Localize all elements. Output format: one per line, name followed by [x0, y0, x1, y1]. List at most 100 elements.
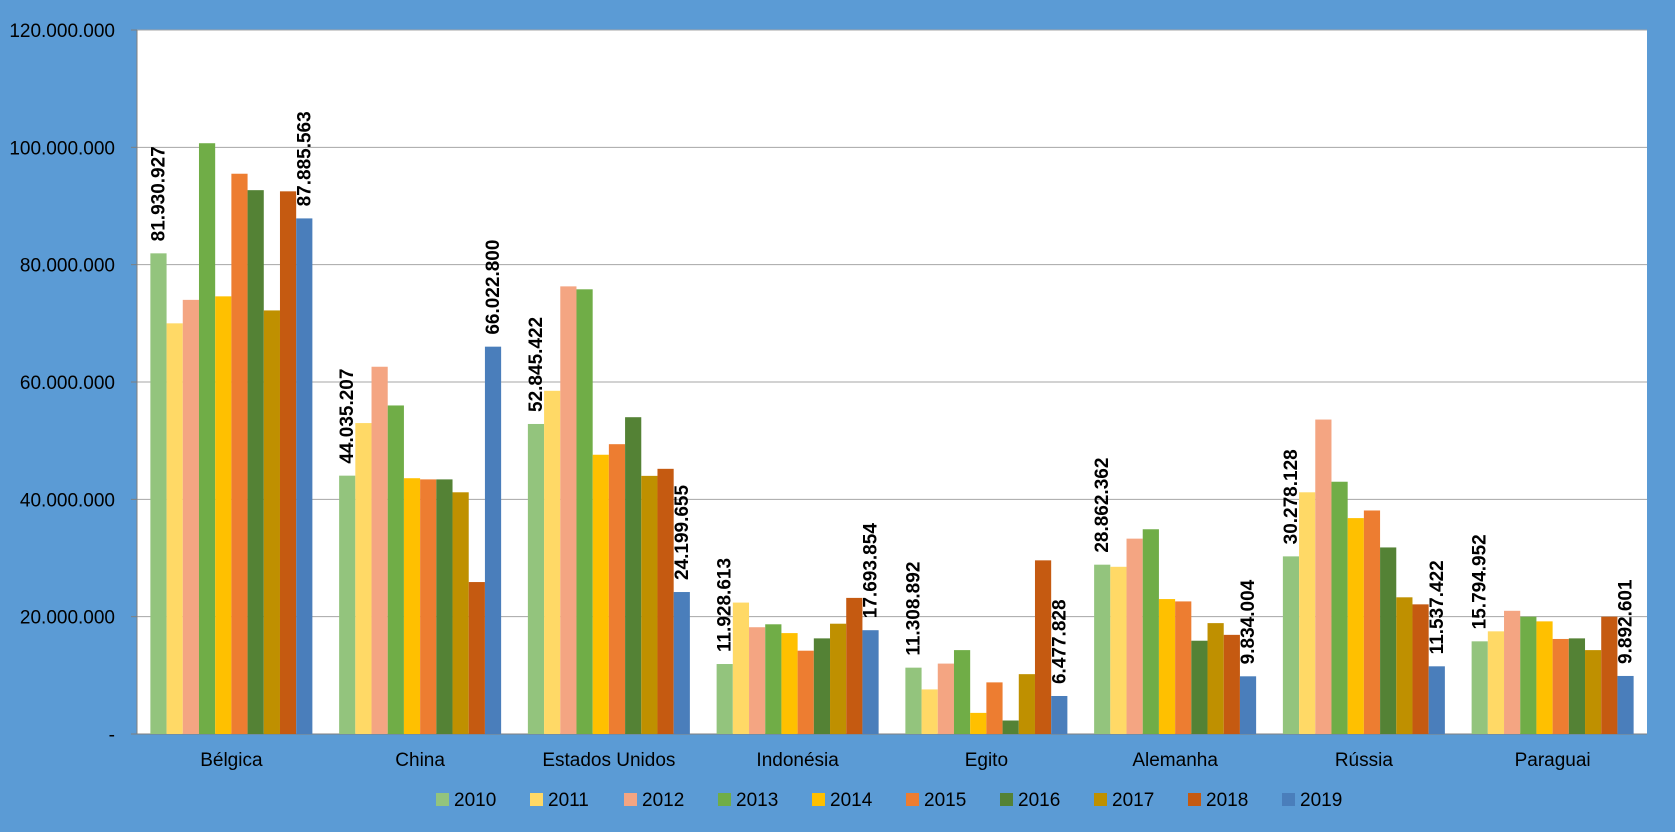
bar-2012-3 — [749, 627, 766, 734]
bar-2013-7 — [1520, 616, 1537, 734]
category-label: Alemanha — [1132, 750, 1218, 771]
bar-2014-4 — [970, 712, 987, 734]
category-label: China — [395, 750, 445, 771]
legend-label-2015: 2015 — [924, 790, 966, 811]
data-label-2010-0: 81.930.927 — [148, 146, 169, 241]
bar-2015-3 — [797, 650, 814, 734]
bar-2015-6 — [1363, 510, 1381, 734]
bar-2016-2 — [625, 417, 642, 734]
legend-label-2017: 2017 — [1112, 790, 1154, 811]
bar-2019-2 — [673, 592, 690, 734]
bar-2011-3 — [732, 602, 750, 734]
bar-2012-2 — [560, 286, 577, 734]
bar-2014-6 — [1347, 518, 1364, 734]
legend-swatch-2016 — [1000, 793, 1013, 806]
data-label-2019-1: 66.022.800 — [483, 240, 504, 335]
bar-2016-6 — [1380, 547, 1397, 734]
legend-label-2019: 2019 — [1300, 790, 1342, 811]
data-label-2019-6: 11.537.422 — [1427, 560, 1448, 654]
bar-2016-3 — [813, 638, 831, 734]
bar-2019-7 — [1617, 675, 1634, 734]
y-axis-ticks: - 20.000.000 40.000.000 60.000.000 80.000.00… — [9, 21, 1647, 746]
bar-2013-3 — [765, 624, 782, 734]
data-label-2019-3: 17.693.854 — [861, 523, 882, 619]
bar-2018-0 — [279, 191, 297, 735]
legend-label-2016: 2016 — [1018, 790, 1060, 811]
data-label-2019-0: 87.885.563 — [294, 111, 315, 206]
legend-label-2013: 2013 — [736, 790, 778, 811]
bar-2016-7 — [1568, 638, 1586, 734]
category-label: Paraguai — [1515, 750, 1591, 771]
data-label-2019-4: 6.477.828 — [1049, 599, 1070, 684]
bar-2010-0 — [150, 253, 167, 734]
y-tick-label: 120.000.000 — [9, 21, 115, 42]
bar-2015-1 — [420, 479, 437, 734]
bars — [150, 143, 1634, 735]
x-axis-categories: Bélgica China Estados Unidos Indonésia Egito… — [200, 750, 1590, 771]
bar-2013-6 — [1331, 481, 1348, 734]
data-label-2019-2: 24.199.655 — [672, 485, 693, 581]
data-label-2010-4: 11.308.892 — [903, 562, 924, 656]
bar-2017-2 — [641, 475, 658, 734]
bar-2014-2 — [592, 454, 609, 734]
bar-2011-1 — [355, 423, 372, 734]
data-label-2010-1: 44.035.207 — [337, 369, 358, 464]
bar-2019-5 — [1239, 676, 1257, 734]
legend-label-2012: 2012 — [642, 790, 684, 811]
data-label-2019-5: 9.834.004 — [1238, 579, 1259, 664]
legend-swatch-2013 — [718, 793, 731, 806]
legend-label-2014: 2014 — [830, 790, 873, 811]
bar-2018-5 — [1223, 634, 1240, 734]
bar-2012-4 — [937, 663, 954, 734]
bar-2018-6 — [1412, 604, 1429, 734]
bar-2018-1 — [468, 582, 485, 734]
legend-swatch-2014 — [812, 793, 825, 806]
bar-2011-0 — [166, 323, 183, 734]
legend-swatch-2011 — [530, 793, 543, 806]
bar-2011-4 — [921, 689, 938, 734]
bar-2010-3 — [716, 664, 733, 734]
bar-2012-1 — [371, 366, 388, 734]
bar-2010-7 — [1471, 641, 1488, 734]
bar-2016-4 — [1002, 720, 1019, 734]
bar-2013-1 — [387, 405, 404, 734]
bar-2015-4 — [986, 682, 1003, 734]
category-label: Indonésia — [756, 750, 839, 771]
bar-2010-2 — [527, 423, 545, 734]
bar-2019-4 — [1051, 695, 1068, 734]
bar-2018-3 — [846, 597, 863, 734]
category-label: Egito — [965, 750, 1008, 771]
bar-2017-7 — [1585, 650, 1602, 734]
legend-swatch-2015 — [906, 793, 919, 806]
bar-2013-0 — [198, 143, 216, 734]
legend-label-2018: 2018 — [1206, 790, 1248, 811]
legend: 2010 2011 2012 2013 2014 2015 2016 2017 2018 2019 — [436, 790, 1342, 811]
bar-2015-7 — [1552, 638, 1569, 734]
data-label-2010-7: 15.794.952 — [1470, 534, 1491, 629]
bar-2017-1 — [452, 492, 469, 734]
y-tick-label: 80.000.000 — [20, 256, 115, 277]
bar-2017-0 — [263, 310, 280, 734]
bar-2014-7 — [1536, 621, 1553, 734]
bar-2015-0 — [231, 173, 248, 734]
bar-2012-6 — [1315, 419, 1332, 734]
bar-2015-5 — [1175, 601, 1192, 734]
bar-2016-5 — [1191, 640, 1208, 734]
legend-swatch-2012 — [624, 793, 637, 806]
bar-2019-0 — [296, 218, 313, 735]
bar-2016-1 — [436, 479, 453, 734]
data-label-2010-5: 28.862.362 — [1092, 458, 1113, 553]
y-tick-label: 20.000.000 — [20, 608, 115, 629]
bar-2019-1 — [484, 346, 502, 734]
data-labels: 81.930.927 87.885.563 44.035.207 66.022.800… — [148, 111, 1636, 684]
bar-2012-5 — [1126, 538, 1143, 734]
legend-swatch-2019 — [1282, 793, 1295, 806]
bar-2013-4 — [953, 650, 971, 734]
bar-2010-5 — [1094, 564, 1111, 734]
y-tick-label: 60.000.000 — [20, 373, 115, 394]
bar-2010-4 — [905, 667, 922, 734]
bar-2014-1 — [403, 478, 421, 734]
legend-label-2010: 2010 — [454, 790, 496, 811]
y-tick-label: 100.000.000 — [9, 138, 115, 159]
bar-2017-3 — [830, 623, 847, 734]
